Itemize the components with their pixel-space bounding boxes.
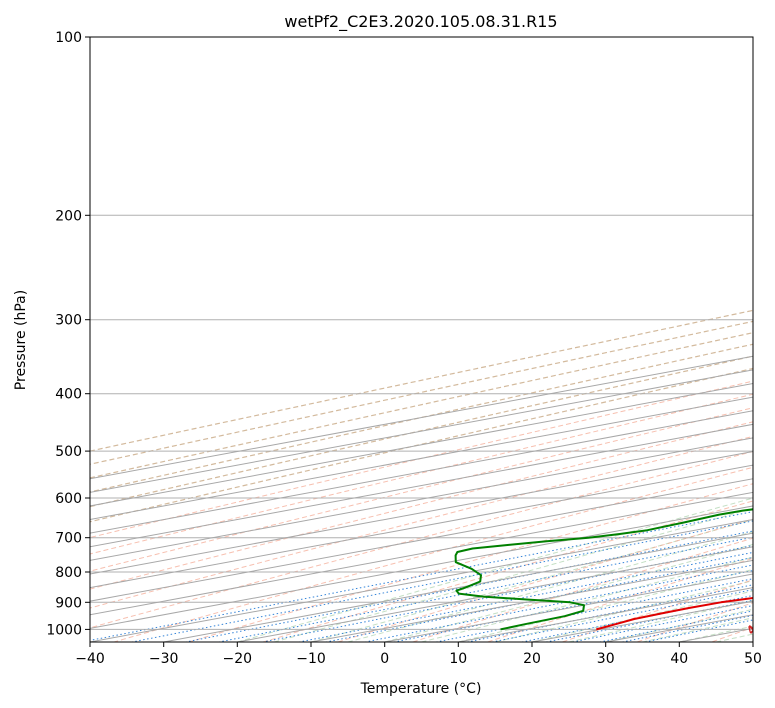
moist-adiabats	[237, 497, 753, 642]
y-tick-label: 900	[55, 595, 82, 611]
x-tick-label: −30	[149, 651, 179, 667]
dry-adiabat	[90, 320, 753, 465]
y-tick-label: 100	[55, 30, 82, 46]
y-tick-label: 600	[55, 491, 82, 507]
x-tick-label: 10	[449, 651, 467, 667]
dry-adiabat	[90, 332, 753, 479]
dry-adiabat	[336, 518, 753, 642]
x-tick-label: −10	[296, 651, 326, 667]
isobars	[90, 37, 753, 630]
moist-adiabat	[237, 497, 753, 642]
isotherm-line	[90, 478, 753, 602]
mixing-ratio-line	[362, 564, 753, 642]
mixing-ratio-line	[129, 520, 753, 642]
plot-area: -100-90-80-70-60-50-40-30-20-10010203040…	[90, 37, 765, 642]
y-axis-label: Pressure (hPa)	[13, 290, 29, 390]
isotherm-line	[90, 519, 753, 642]
y-axis-ticks: 100 200 300 400 500 600 700 800 900 1000	[46, 30, 90, 638]
y-tick-label: 800	[55, 565, 82, 581]
isotherm-line	[90, 451, 753, 575]
dewpoint-profile-line	[454, 508, 753, 631]
x-tick-label: 20	[523, 651, 541, 667]
mixing-ratio-line	[90, 511, 753, 641]
isotherm-line	[163, 532, 753, 642]
dry-adiabats	[90, 309, 753, 642]
y-tick-label: 700	[55, 531, 82, 547]
y-tick-label: 500	[55, 444, 82, 460]
y-tick-label: 1000	[46, 622, 82, 638]
chart-title: wetPf2_C2E3.2020.105.08.31.R15	[284, 12, 557, 32]
sounding-series	[454, 508, 753, 631]
plot-frame	[89, 36, 754, 643]
x-tick-label: −20	[223, 651, 253, 667]
isotherm-line	[90, 437, 753, 561]
isotherm-line	[90, 464, 753, 589]
moist-adiabat	[531, 590, 753, 642]
x-tick-label: 50	[744, 651, 762, 667]
isotherm-line	[90, 491, 753, 616]
moist-adiabat	[347, 531, 753, 642]
dry-adiabat-label: 40	[744, 616, 765, 637]
x-tick-label: −40	[75, 651, 105, 667]
isotherms	[90, 355, 753, 642]
x-tick-label: 40	[670, 651, 688, 667]
dry-adiabat	[411, 537, 753, 642]
isotherm-line	[90, 423, 753, 548]
x-tick-label: 30	[597, 651, 615, 667]
mixing-ratio-line	[489, 589, 753, 642]
x-tick-label: 0	[380, 651, 389, 667]
y-tick-label: 400	[55, 387, 82, 403]
x-axis-ticks: −40 −30 −20 −10 0 10 20 30 40 50	[75, 642, 762, 667]
moist-adiabat	[421, 556, 753, 642]
isotherm-line	[90, 505, 753, 629]
y-tick-label: 300	[55, 313, 82, 329]
moist-adiabat	[458, 568, 753, 642]
y-tick-label: 200	[55, 208, 82, 224]
x-axis-label: Temperature (°C)	[360, 681, 482, 697]
